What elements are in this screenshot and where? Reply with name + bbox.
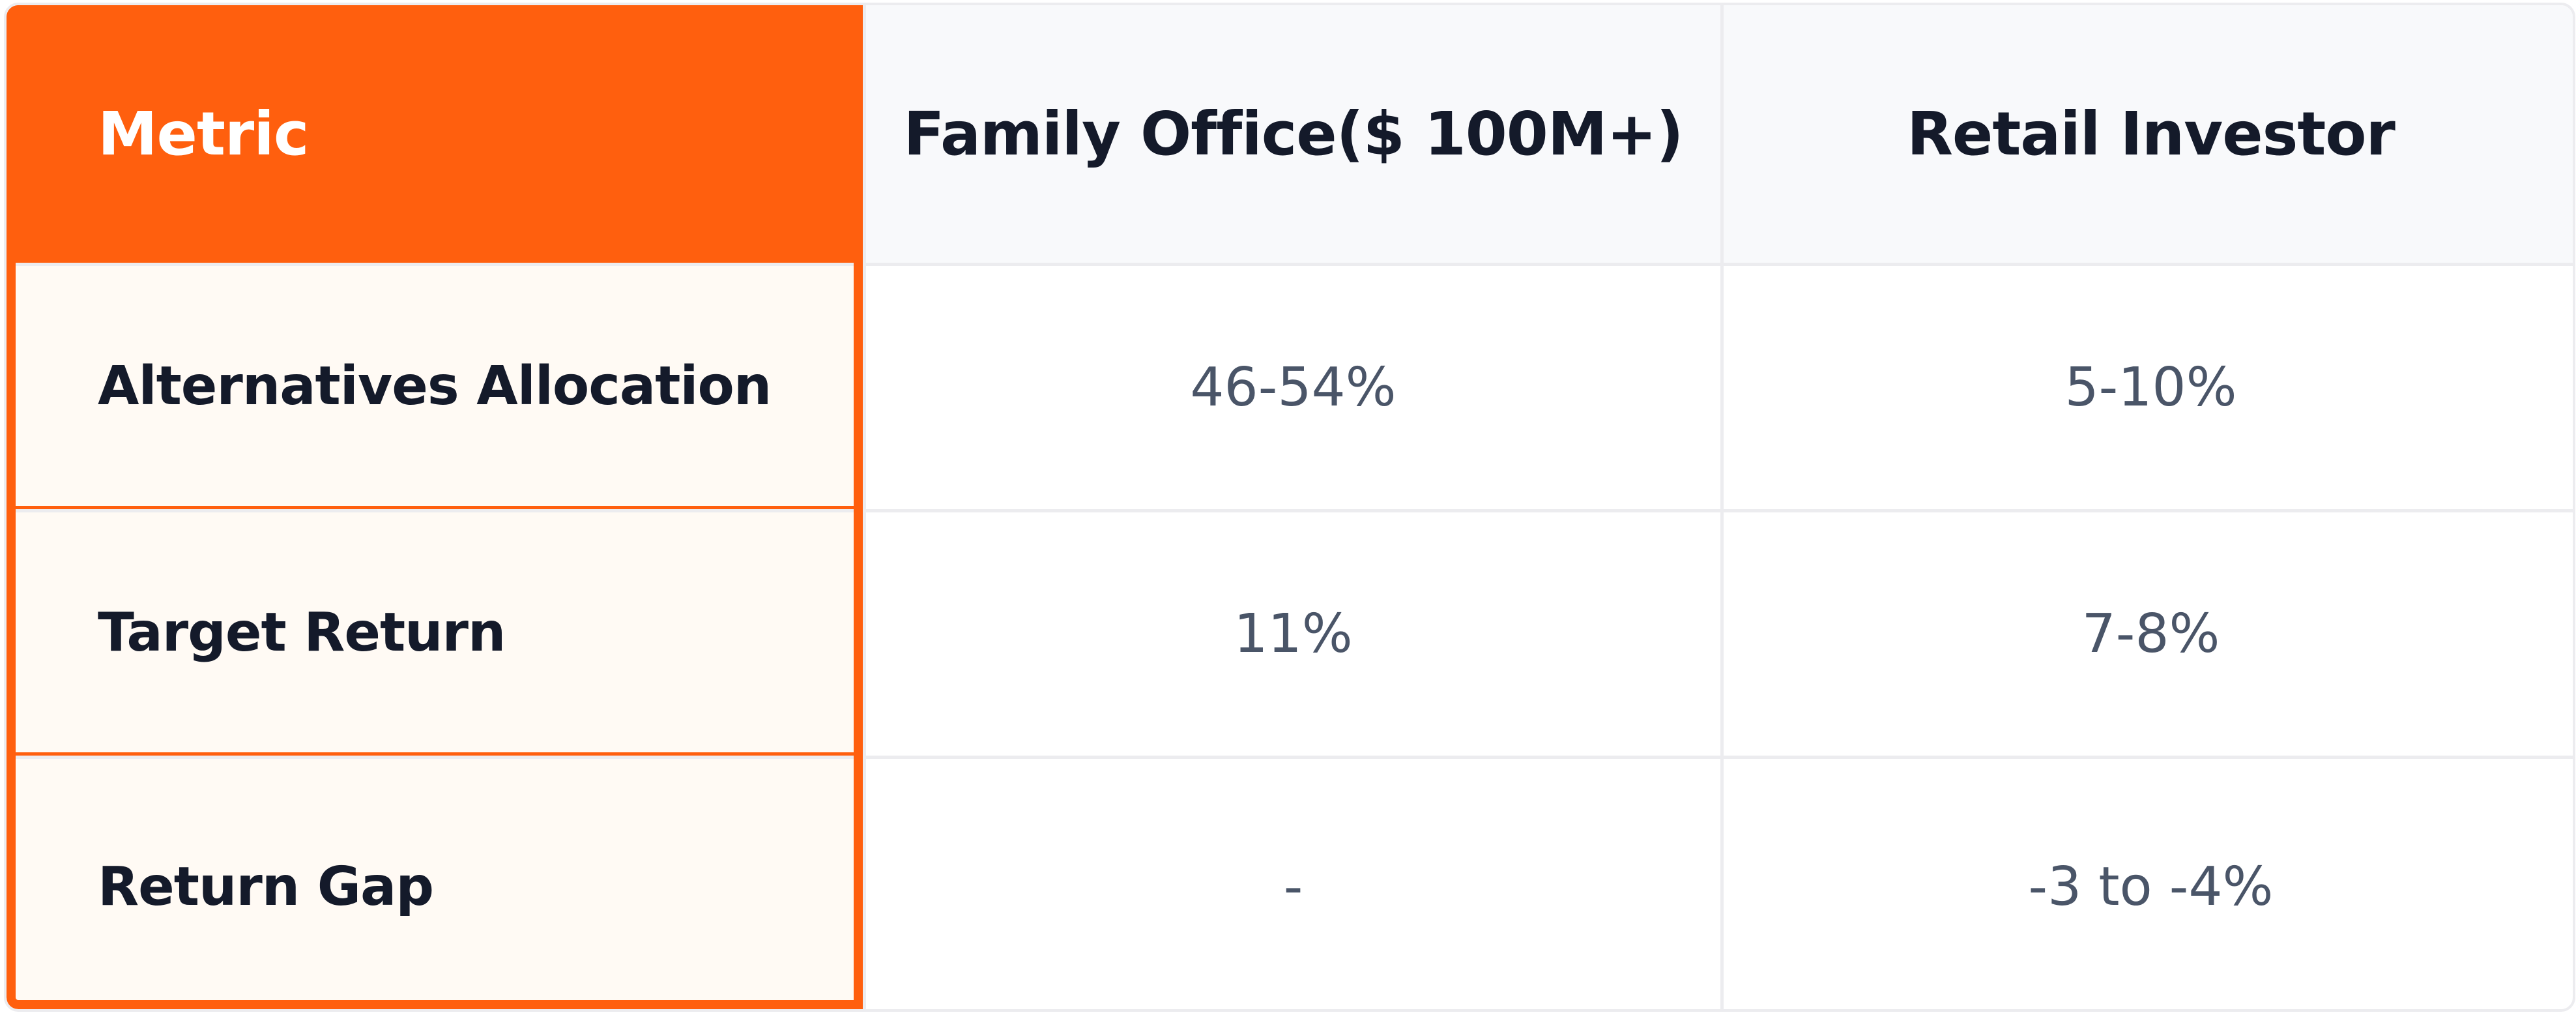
comparison-table: Metric Family Office($ 100M+) Retail Inv…: [4, 3, 2575, 1012]
retail-investor-cell: 5-10%: [1720, 266, 2573, 509]
family-office-value: 46-54%: [1190, 357, 1397, 419]
retail-investor-cell: -3 to -4%: [1720, 759, 2573, 1009]
metric-label: Return Gap: [98, 855, 434, 918]
table-header-row: Metric Family Office($ 100M+) Retail Inv…: [7, 5, 2573, 266]
family-office-value: -: [1283, 855, 1303, 918]
retail-investor-value: 5-10%: [2064, 357, 2237, 419]
table-row: Target Return 11% 7-8%: [7, 512, 2573, 759]
family-office-cell: -: [863, 759, 1720, 1009]
header-cell-metric: Metric: [7, 5, 863, 263]
metric-cell: Alternatives Allocation: [7, 266, 863, 509]
header-cell-family-office: Family Office($ 100M+): [863, 5, 1720, 263]
header-retail-investor-label: Retail Investor: [1907, 99, 2395, 169]
header-family-office-label: Family Office($ 100M+): [903, 99, 1683, 169]
family-office-cell: 11%: [863, 512, 1720, 756]
metric-label: Alternatives Allocation: [98, 355, 772, 417]
table-row: Return Gap - -3 to -4%: [7, 759, 2573, 1009]
retail-investor-value: -3 to -4%: [2028, 855, 2274, 918]
header-cell-retail-investor: Retail Investor: [1720, 5, 2573, 263]
retail-investor-value: 7-8%: [2081, 603, 2220, 665]
retail-investor-cell: 7-8%: [1720, 512, 2573, 756]
family-office-cell: 46-54%: [863, 266, 1720, 509]
metric-label: Target Return: [98, 601, 506, 664]
family-office-value: 11%: [1234, 603, 1353, 665]
metric-cell: Return Gap: [7, 759, 863, 1009]
table-row: Alternatives Allocation 46-54% 5-10%: [7, 266, 2573, 512]
metric-cell: Target Return: [7, 512, 863, 756]
header-metric-label: Metric: [98, 99, 309, 169]
